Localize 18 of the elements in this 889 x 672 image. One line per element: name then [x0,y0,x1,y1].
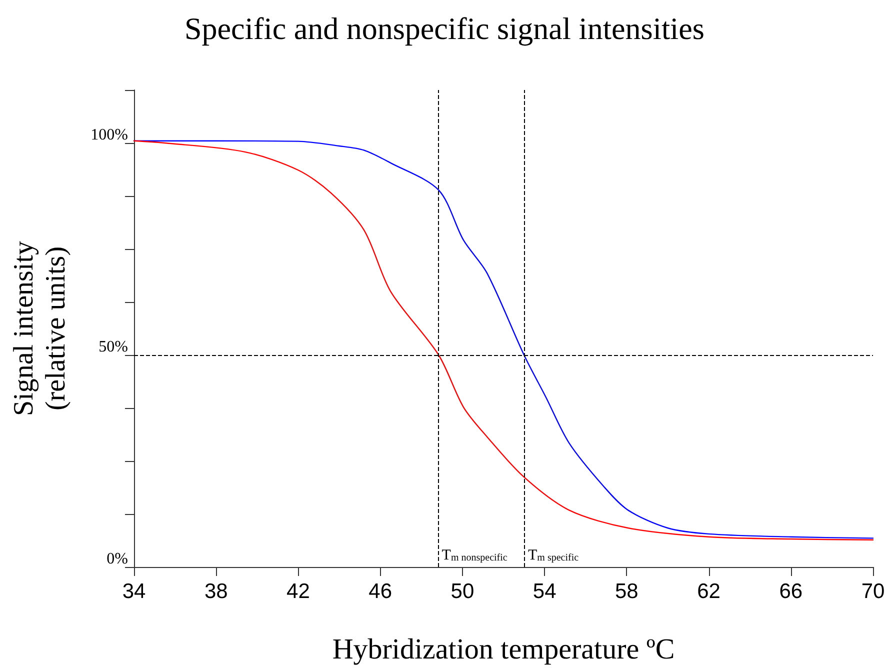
chart-title: Specific and nonspecific signal intensities [184,11,704,46]
y-tick-label: 100% [90,126,128,144]
y-tick-label: 50% [98,338,128,356]
x-tick-label: 46 [368,580,392,603]
x-tick-label: 54 [532,580,557,603]
x-tick-label: 38 [204,580,228,603]
x-tick-label: 58 [614,580,638,603]
x-tick-label: 50 [450,580,474,603]
ref-line-label: Tm specific [528,548,580,564]
x-tick-label: 62 [697,580,720,603]
x-tick-label: 66 [779,580,803,603]
x-tick-label: 42 [286,580,310,603]
y-tick-label: 0% [106,550,128,568]
x-axis-title: Hybridization temperature ºC [332,634,675,666]
y-axis-title: Signal intensity (relative units) [8,241,72,416]
x-tick-label: 34 [122,580,146,603]
x-tick-label: 70 [861,580,885,603]
ref-line-label: Tm nonspecific [442,548,508,564]
